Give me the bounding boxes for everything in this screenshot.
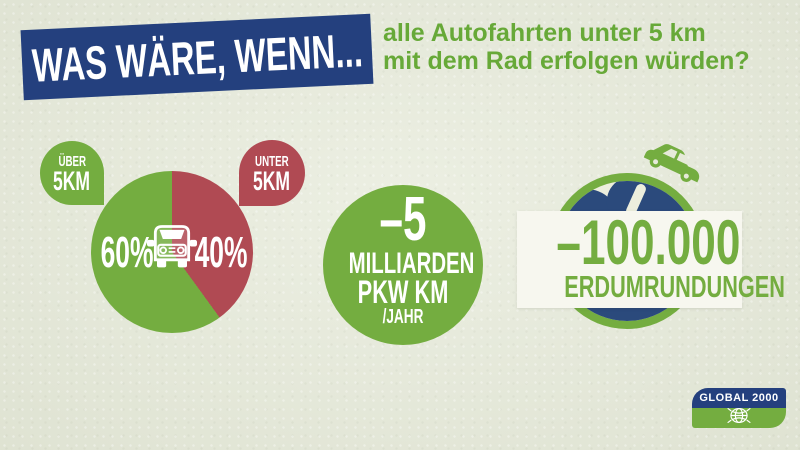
earth-stat-label: ERDUMRUNDUNGEN [564,269,785,304]
savings-unit-1: MILLIARDEN [348,247,475,280]
savings-value: –5 [379,185,427,254]
pie-value-under-5km: 40% [194,228,248,277]
savings-text-stack: –5 MILLIARDEN PKW KM /JAHR [348,185,475,328]
headline-line-1: alle Autofahrten unter 5 km [383,19,706,47]
car-side-icon [637,133,711,194]
pie-chart: 60% 40% [91,171,253,333]
earth-stat-box: –100.000 ERDUMRUNDUNGEN [517,208,785,308]
car-front-icon [147,223,197,276]
headline: alle Autofahrten unter 5 km mit dem Rad … [383,19,750,75]
over-5km-bubble-distance: 5KM [53,165,91,196]
under-5km-bubble-distance: 5KM [253,165,291,196]
over-5km-bubble-word: ÜBER [58,152,86,170]
under-5km-bubble-word: UNTER [255,152,289,170]
savings-circle: –5 MILLIARDEN PKW KM /JAHR [323,185,483,345]
title-banner: WAS WÄRE, WENN... [20,13,374,101]
savings-unit-3: /JAHR [382,306,424,328]
earth-stat-value: –100.000 [556,208,741,278]
global-2000-logo-wordmark: GLOBAL 2000 [692,388,786,408]
globe-with-legs-icon [722,406,756,428]
title-banner-label: WAS WÄRE, WENN... [30,22,364,92]
global-2000-logo: GLOBAL 2000 [692,388,786,428]
under-5km-bubble: UNTER 5KM [239,140,305,206]
headline-line-2: mit dem Rad erfolgen würden? [383,47,750,75]
global-2000-logo-band [692,406,786,428]
savings-unit-2: PKW KM [357,274,449,310]
pie-value-over-5km: 60% [100,228,154,277]
over-5km-bubble: ÜBER 5KM [40,141,104,205]
